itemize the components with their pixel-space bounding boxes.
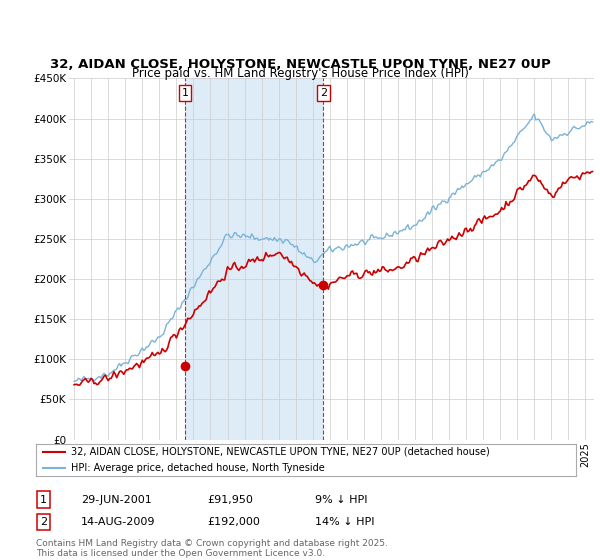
- Text: 1: 1: [181, 88, 188, 98]
- Text: 14% ↓ HPI: 14% ↓ HPI: [315, 517, 374, 527]
- Text: £91,950: £91,950: [207, 494, 253, 505]
- Text: 2: 2: [320, 88, 327, 98]
- Text: 14-AUG-2009: 14-AUG-2009: [81, 517, 155, 527]
- Text: £192,000: £192,000: [207, 517, 260, 527]
- Text: 9% ↓ HPI: 9% ↓ HPI: [315, 494, 367, 505]
- Bar: [185, 78, 323, 440]
- Text: 32, AIDAN CLOSE, HOLYSTONE, NEWCASTLE UPON TYNE, NE27 0UP: 32, AIDAN CLOSE, HOLYSTONE, NEWCASTLE UP…: [50, 58, 550, 71]
- Text: 2: 2: [40, 517, 47, 527]
- Text: HPI: Average price, detached house, North Tyneside: HPI: Average price, detached house, Nort…: [71, 463, 325, 473]
- Text: 29-JUN-2001: 29-JUN-2001: [81, 494, 152, 505]
- Text: 32, AIDAN CLOSE, HOLYSTONE, NEWCASTLE UPON TYNE, NE27 0UP (detached house): 32, AIDAN CLOSE, HOLYSTONE, NEWCASTLE UP…: [71, 447, 490, 456]
- Text: Price paid vs. HM Land Registry's House Price Index (HPI): Price paid vs. HM Land Registry's House …: [131, 67, 469, 80]
- Text: Contains HM Land Registry data © Crown copyright and database right 2025.
This d: Contains HM Land Registry data © Crown c…: [36, 539, 388, 558]
- Text: 1: 1: [40, 494, 47, 505]
